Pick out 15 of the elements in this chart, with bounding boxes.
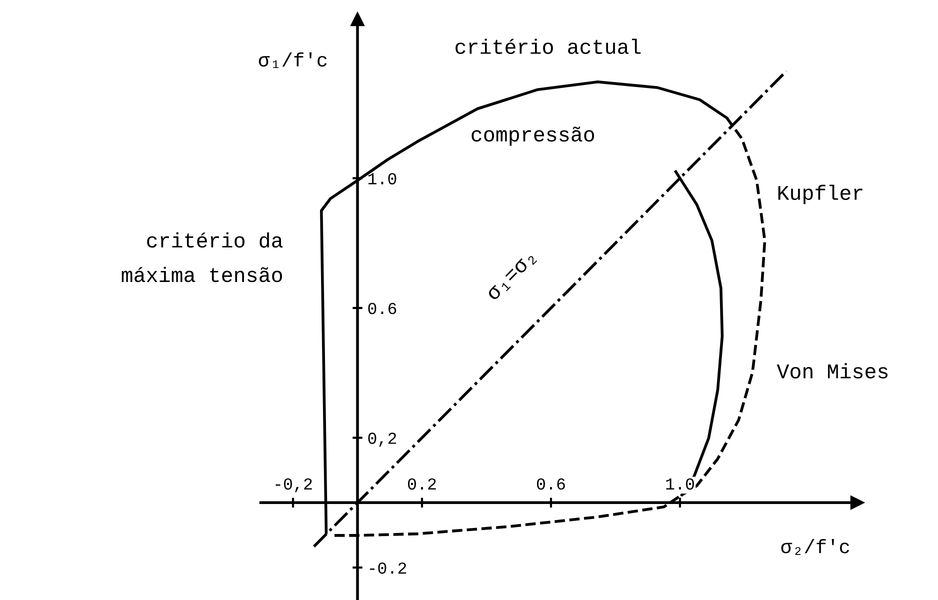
x-tick-label: 0.6 [536,478,565,490]
y-tick-label: 1.0 [368,173,396,184]
annotation: critério da máxima tensão [122,232,283,282]
x-tick-label: 1.0 [666,478,694,490]
y-tick-label: 0,2 [368,432,396,447]
x-tick-label: 0.2 [408,478,436,490]
annotation: Kupfler [778,184,862,204]
x-tick-label: -0,2 [276,478,312,492]
x-axis-title: σ₂/f′c [781,539,849,555]
y-tick-label: 0.6 [368,302,396,314]
annotation: Von Mises [776,363,888,378]
y-axis-title: σ₁/f′c [258,52,327,68]
annotation: compressão [472,126,594,146]
y-tick-label: -0.2 [370,562,406,574]
annotation: critério actual [456,38,641,54]
